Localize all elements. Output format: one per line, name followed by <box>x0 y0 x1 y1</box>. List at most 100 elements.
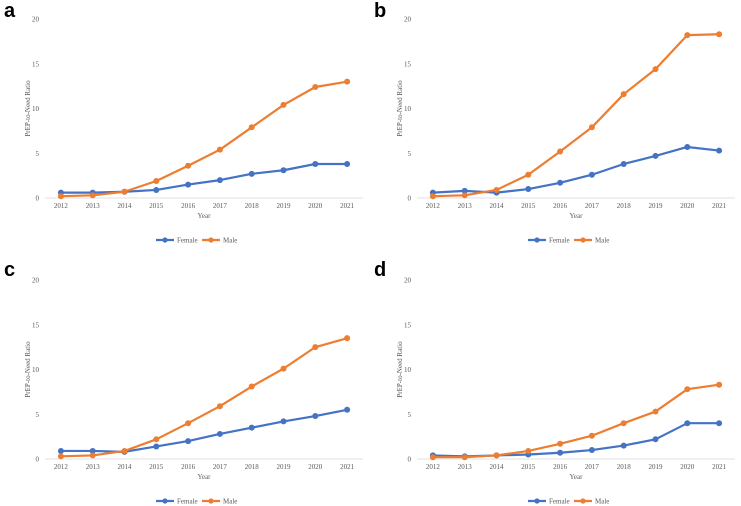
legend-label-female: Female <box>177 498 198 506</box>
data-point-male <box>344 335 351 342</box>
chart-panel-d: d 0 5 10 15 20 2012 2013 2014 2015 2016 2017 2018 201… <box>374 259 735 506</box>
data-point-male <box>121 447 128 454</box>
data-point-female <box>312 160 319 167</box>
x-tick-label: 2013 <box>86 463 101 471</box>
x-tick-label: 2012 <box>426 202 441 210</box>
data-point-male <box>716 381 723 388</box>
x-axis-title: Year <box>570 212 584 220</box>
data-point-male <box>57 193 64 200</box>
x-tick-label: 2018 <box>245 202 260 210</box>
data-point-male <box>620 91 627 98</box>
legend-marker-female <box>534 237 540 243</box>
series-line-female <box>60 162 348 194</box>
x-tick-label: 2020 <box>680 202 695 210</box>
x-tick-label: 2017 <box>213 463 228 471</box>
data-point-male <box>652 408 659 415</box>
data-point-male <box>344 78 351 85</box>
data-point-female <box>185 438 192 445</box>
x-axis-title: Year <box>570 473 584 481</box>
y-tick-label: 20 <box>32 16 40 24</box>
data-point-female <box>344 160 351 167</box>
data-point-female <box>716 420 723 427</box>
x-tick-label: 2013 <box>458 202 473 210</box>
data-point-female <box>525 186 532 193</box>
data-point-female <box>185 181 192 188</box>
legend: Female Male <box>156 237 237 245</box>
data-point-male <box>493 452 500 459</box>
data-point-female <box>57 447 64 454</box>
data-point-female <box>652 436 659 443</box>
legend-marker-female <box>534 498 540 504</box>
data-point-female <box>344 406 351 413</box>
x-tick-label: 2020 <box>308 202 323 210</box>
data-point-female <box>716 147 723 154</box>
data-point-female <box>312 413 319 420</box>
x-tick-label: 2012 <box>54 463 69 471</box>
legend: Female Male <box>156 498 237 506</box>
data-point-male <box>248 124 255 131</box>
data-point-male <box>312 84 319 91</box>
x-tick-label: 2018 <box>617 202 632 210</box>
y-axis-title: PrEP-to-Need Ratio <box>396 341 404 398</box>
legend-label-male: Male <box>223 237 237 245</box>
data-point-female <box>216 430 223 437</box>
data-point-male <box>557 148 564 155</box>
legend-label-female: Female <box>177 237 198 245</box>
y-tick-label: 5 <box>36 411 40 419</box>
x-tick-label: 2021 <box>712 202 727 210</box>
series-line-female <box>432 145 720 194</box>
x-tick-label: 2016 <box>553 463 568 471</box>
legend-marker-female <box>162 498 168 504</box>
legend-label-female: Female <box>549 237 570 245</box>
x-tick-label: 2016 <box>553 202 568 210</box>
data-point-male <box>280 365 287 372</box>
data-point-male <box>216 146 223 153</box>
data-point-female <box>153 186 160 193</box>
x-tick-label: 2019 <box>277 202 292 210</box>
legend-marker-male <box>580 498 586 504</box>
data-point-female <box>684 143 691 150</box>
data-point-male <box>57 453 64 460</box>
data-point-male <box>461 454 468 461</box>
panel-label: c <box>4 259 15 281</box>
x-tick-label: 2018 <box>245 463 260 471</box>
y-tick-label: 10 <box>404 366 412 374</box>
x-tick-label: 2014 <box>490 202 505 210</box>
y-tick-label: 5 <box>408 150 412 158</box>
legend-marker-female <box>162 237 168 243</box>
x-tick-label: 2021 <box>712 463 727 471</box>
x-tick-label: 2021 <box>340 463 355 471</box>
legend-label-male: Male <box>595 237 609 245</box>
legend: Female Male <box>528 498 609 506</box>
legend-marker-male <box>208 237 214 243</box>
data-point-male <box>652 66 659 73</box>
data-point-female <box>248 170 255 177</box>
x-tick-label: 2016 <box>181 202 196 210</box>
x-tick-label: 2021 <box>340 202 355 210</box>
data-point-male <box>588 124 595 131</box>
x-tick-label: 2020 <box>680 463 695 471</box>
data-point-male <box>620 420 627 427</box>
data-point-female <box>280 167 287 174</box>
chart-panel-a: a 0 5 10 15 20 2012 2013 2014 2015 2016 2017 2018 201… <box>4 0 363 245</box>
data-point-female <box>652 152 659 159</box>
data-point-male <box>312 344 319 351</box>
y-axis-title: PrEP-to-Need Ratio <box>396 80 404 137</box>
panel-label: a <box>4 0 16 22</box>
legend: Female Male <box>528 237 609 245</box>
x-tick-label: 2017 <box>213 202 228 210</box>
data-point-male <box>557 440 564 447</box>
data-point-female <box>280 418 287 425</box>
data-point-male <box>248 383 255 390</box>
data-point-male <box>429 193 436 200</box>
y-tick-label: 5 <box>408 411 412 419</box>
legend-label-male: Male <box>223 498 237 506</box>
series-line-male <box>60 337 348 458</box>
data-point-male <box>280 101 287 108</box>
series-line-male <box>60 80 348 198</box>
y-tick-label: 15 <box>404 60 412 68</box>
x-tick-label: 2012 <box>426 463 441 471</box>
y-tick-label: 15 <box>404 321 412 329</box>
data-point-male <box>121 188 128 195</box>
x-tick-label: 2013 <box>458 463 473 471</box>
